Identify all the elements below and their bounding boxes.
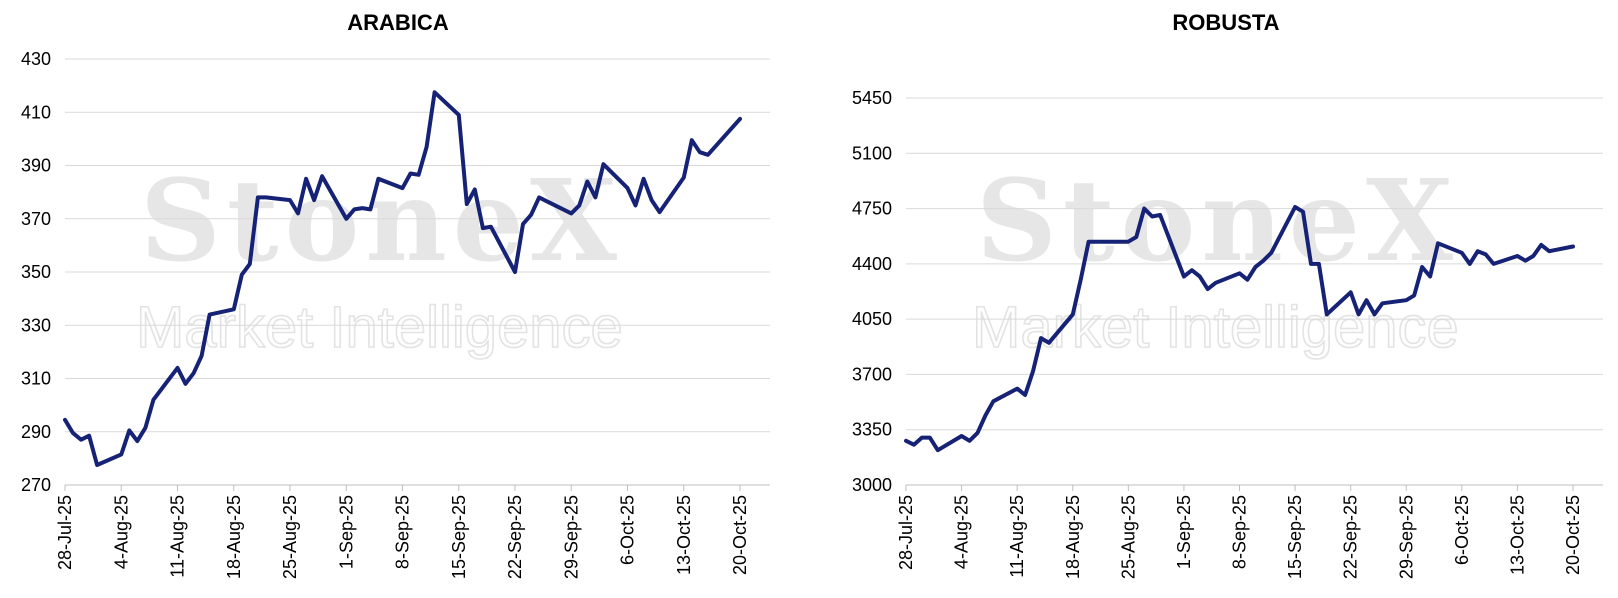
x-tick-label: 25-Aug-25 <box>280 495 300 579</box>
chart-title: ARABICA <box>347 10 449 35</box>
x-tick-label: 6-Oct-25 <box>1452 495 1472 565</box>
x-tick-label: 8-Sep-25 <box>1230 495 1250 569</box>
x-tick-label: 11-Aug-25 <box>168 495 188 578</box>
y-tick-label: 370 <box>21 209 51 229</box>
watermark-tagline: Market Intelligence <box>136 295 623 360</box>
watermark-tagline: Market Intelligence <box>972 295 1459 360</box>
x-tick-label: 4-Aug-25 <box>111 495 131 569</box>
y-tick-label: 430 <box>21 49 51 69</box>
y-tick-label: 350 <box>21 262 51 282</box>
chart-0: StoneX®Market IntelligenceARABICA2702903… <box>21 10 770 579</box>
x-tick-label: 11-Aug-25 <box>1007 495 1027 578</box>
x-tick-label: 28-Jul-25 <box>896 495 916 570</box>
x-tick-label: 13-Oct-25 <box>674 495 694 575</box>
y-tick-label: 390 <box>21 156 51 176</box>
y-tick-label: 310 <box>21 369 51 389</box>
series-line <box>904 205 1575 453</box>
x-tick-label: 1-Sep-25 <box>336 495 356 569</box>
x-tick-label: 22-Sep-25 <box>1341 495 1361 579</box>
y-tick-label: 3700 <box>852 364 892 384</box>
x-tick-label: 6-Oct-25 <box>618 495 638 565</box>
y-tick-label: 5100 <box>852 143 892 163</box>
y-tick-label: 410 <box>21 102 51 122</box>
x-tick-label: 29-Sep-25 <box>561 495 581 579</box>
x-tick-label: 13-Oct-25 <box>1507 495 1527 575</box>
y-tick-label: 3000 <box>852 475 892 495</box>
y-tick-label: 5450 <box>852 88 892 108</box>
watermark-brand: StoneX <box>140 156 623 287</box>
x-tick-label: 29-Sep-25 <box>1396 495 1416 579</box>
x-tick-label: 28-Jul-25 <box>55 495 75 570</box>
y-tick-label: 4050 <box>852 309 892 329</box>
chart-1: StoneX® Market Intelligence ROBUSTA 3000 335… <box>852 10 1603 579</box>
y-tick-label: 330 <box>21 315 51 335</box>
series-line <box>63 90 742 467</box>
x-tick-label: 22-Sep-25 <box>505 495 525 579</box>
x-tick-label: 15-Sep-25 <box>1285 495 1305 579</box>
x-tick-label: 25-Aug-25 <box>1118 495 1138 579</box>
y-tick-label: 3350 <box>852 420 892 440</box>
watermark-brand: StoneX <box>976 156 1459 287</box>
x-tick-label: 20-Oct-25 <box>1563 495 1583 575</box>
x-tick-label: 20-Oct-25 <box>730 495 750 575</box>
y-tick-label: 290 <box>21 422 51 442</box>
watermark-registered: ® <box>1388 191 1400 208</box>
x-tick-label: 8-Sep-25 <box>393 495 413 569</box>
x-tick-label: 18-Aug-25 <box>224 495 244 579</box>
x-tick-label: 15-Sep-25 <box>449 495 469 579</box>
y-tick-label: 4750 <box>852 199 892 219</box>
y-tick-label: 270 <box>21 475 51 495</box>
x-tick-label: 4-Aug-25 <box>952 495 972 569</box>
x-tick-label: 18-Aug-25 <box>1063 495 1083 579</box>
y-tick-label: 4400 <box>852 254 892 274</box>
x-tick-label: 1-Sep-25 <box>1174 495 1194 569</box>
chart-title: ROBUSTA <box>1172 10 1279 35</box>
